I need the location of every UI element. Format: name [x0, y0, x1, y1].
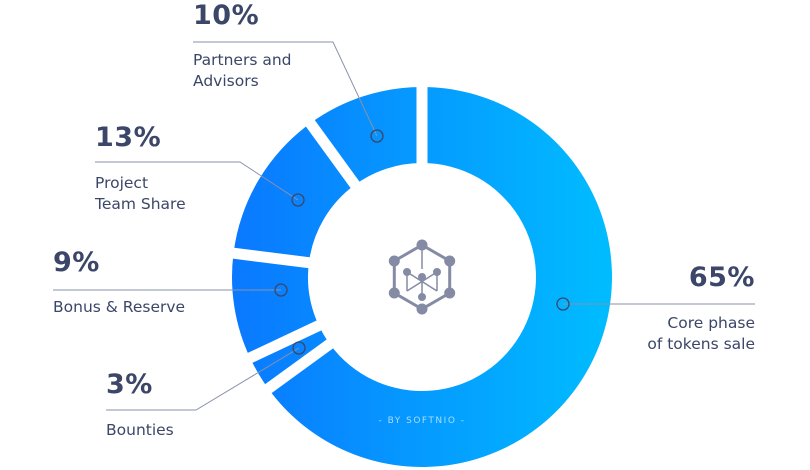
partners-percent: 10%: [193, 0, 260, 31]
slice-gap: [261, 336, 338, 397]
team-leader-line: [95, 161, 299, 201]
slice-project-team-share: [233, 123, 355, 263]
core-marker: [556, 297, 570, 311]
bonus-label: Bonus & Reserve: [53, 298, 186, 316]
core-label-line1: Core phase: [667, 314, 755, 332]
team-label-line1: Project: [95, 174, 149, 192]
bonus-marker: [274, 283, 288, 297]
slice-gap: [302, 116, 363, 193]
core-label-line2: of tokens sale: [647, 335, 755, 353]
slice-gap: [227, 247, 315, 269]
bounties-leader-line: [106, 347, 300, 411]
slice-core-phase-of-tokens-sale: [268, 87, 612, 468]
slice-bounties: [250, 325, 330, 389]
team-label: Project Team Share: [95, 173, 186, 215]
bounties-marker: [292, 341, 306, 355]
partners-marker: [370, 129, 384, 143]
team-marker: [291, 193, 305, 207]
slice-gap: [243, 318, 326, 366]
partners-label-line1: Partners and: [193, 51, 292, 69]
bounties-label: Bounties: [106, 421, 174, 439]
core-percent: 65%: [688, 262, 755, 293]
watermark: - BY SOFTNIO -: [378, 416, 465, 426]
team-label-line2: Team Share: [95, 195, 186, 213]
bounties-percent: 3%: [106, 369, 153, 400]
partners-label: Partners and Advisors: [193, 50, 292, 92]
core-label: Core phase of tokens sale: [647, 313, 755, 355]
team-percent: 13%: [95, 122, 162, 153]
bonus-percent: 9%: [53, 247, 100, 278]
partners-leader-line: [193, 41, 378, 137]
partners-label-line2: Advisors: [193, 72, 259, 90]
network-hexagon-icon: [388, 239, 456, 315]
